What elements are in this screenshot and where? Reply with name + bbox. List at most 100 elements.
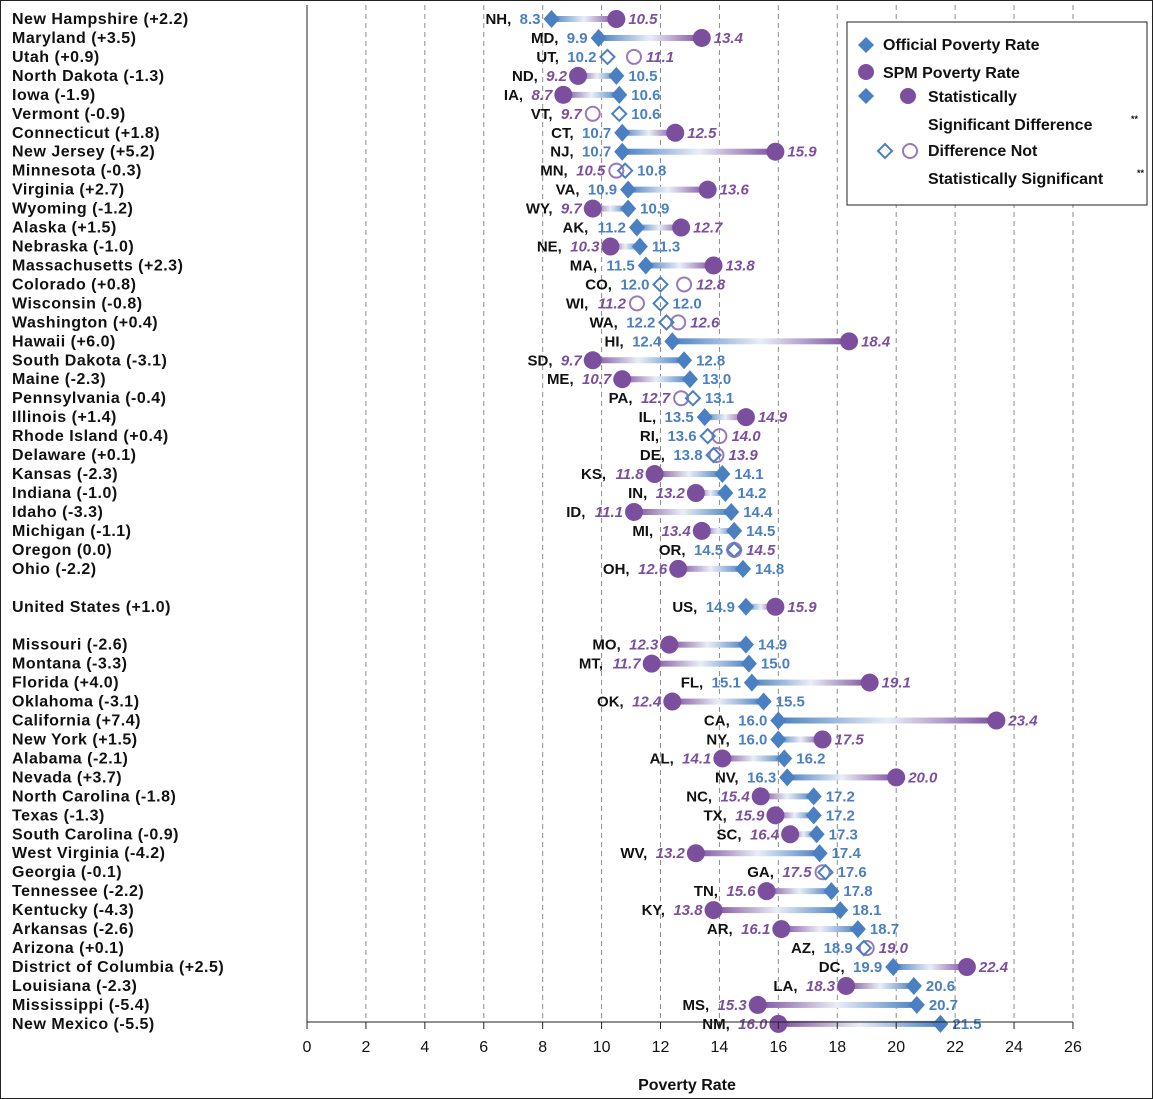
- state-abbr-label: WA,: [589, 314, 617, 331]
- official-marker: [616, 162, 634, 180]
- official-value-label: 18.7: [870, 921, 899, 938]
- dumbbell-row: 8.3 NH, 10.5: [485, 10, 658, 28]
- spm-marker: [669, 559, 688, 578]
- state-abbr-label: CT,: [551, 125, 574, 142]
- x-tick-label: 22: [946, 1039, 964, 1056]
- connector-bar: [598, 34, 702, 41]
- spm-marker: [607, 10, 626, 28]
- official-value-label: 14.9: [706, 599, 735, 616]
- spm-value-label: 13.8: [673, 902, 703, 919]
- spm-marker: [645, 465, 664, 484]
- official-marker: [705, 446, 722, 464]
- state-abbr-label: KS,: [581, 466, 606, 483]
- state-label: Nebraska (-1.0): [12, 239, 134, 256]
- official-value-label: 17.2: [826, 788, 855, 805]
- spm-value-label: 13.6: [720, 182, 750, 199]
- spm-value-label: 15.3: [718, 997, 748, 1014]
- official-value-label: 10.5: [628, 68, 657, 85]
- state-label: Montana (-3.3): [12, 656, 127, 673]
- dumbbell-row: 10.9 VA, 13.6: [556, 180, 750, 199]
- spm-value-label: 16.4: [750, 826, 780, 843]
- state-abbr-label: TX,: [703, 807, 726, 824]
- spm-value-label: 12.4: [632, 694, 662, 711]
- dumbbell-row: 12.6 OH, 14.8: [603, 559, 784, 578]
- dumbbell-row: 9.7 SD, 12.8: [528, 351, 725, 370]
- spm-value-label: 13.9: [728, 447, 758, 464]
- spm-value-label: 17.5: [782, 864, 812, 881]
- x-tick-label: 18: [828, 1039, 846, 1056]
- official-value-label: 16.3: [747, 769, 776, 786]
- official-value-label: 11.5: [606, 257, 634, 274]
- spm-value-label: 12.3: [629, 637, 659, 654]
- official-value-label: 16.2: [796, 750, 825, 767]
- spm-marker: [613, 370, 632, 389]
- x-tick-label: 0: [303, 1039, 312, 1056]
- spm-value-label: 15.9: [735, 807, 765, 824]
- dumbbell-row: 17.5 GA, 17.6: [747, 863, 867, 881]
- state-abbr-label: NY,: [706, 731, 729, 748]
- connector-bar: [628, 186, 708, 193]
- state-abbr-label: CA,: [704, 713, 730, 730]
- official-value-label: 10.9: [640, 201, 669, 218]
- official-marker: [849, 920, 866, 939]
- state-label: South Carolina (-0.9): [12, 826, 179, 843]
- state-abbr-label: OH,: [603, 561, 630, 578]
- legend-significant-label-1: Statistically: [928, 89, 1017, 106]
- state-label: Mississippi (-5.4): [12, 997, 150, 1014]
- legend-not-significant-circle-icon: [902, 143, 918, 159]
- dumbbell-row: 19.9 DC, 22.4: [819, 958, 1009, 976]
- state-label: Kentucky (-4.3): [12, 902, 134, 919]
- spm-value-label: 10.7: [582, 371, 612, 388]
- state-abbr-label: PA,: [609, 390, 633, 407]
- state-abbr-label: FL,: [681, 675, 704, 692]
- spm-value-label: 18.4: [861, 333, 891, 350]
- state-abbr-label: HI,: [605, 333, 624, 350]
- state-label: North Dakota (-1.3): [12, 68, 165, 85]
- dumbbell-row: 10.7 CT, 12.5: [551, 123, 717, 142]
- spm-marker: [676, 276, 693, 293]
- state-abbr-label: AZ,: [791, 940, 815, 957]
- official-marker: [717, 484, 734, 502]
- state-abbr-label: MI,: [632, 523, 653, 540]
- spm-marker: [584, 105, 601, 122]
- state-label: Ohio (-2.2): [12, 561, 97, 578]
- state-label: Connecticut (+1.8): [12, 125, 160, 142]
- dumbbell-row: 18.9 AZ, 19.0: [791, 939, 909, 957]
- legend-official-label: Official Poverty Rate: [883, 37, 1040, 54]
- state-abbr-label: AR,: [707, 921, 733, 938]
- dumbbell-row: 13.8 KY, 18.1: [642, 901, 881, 920]
- official-marker: [608, 66, 625, 85]
- spm-value-label: 12.6: [638, 561, 668, 578]
- spm-marker: [666, 123, 685, 142]
- spm-marker: [704, 256, 723, 275]
- spm-value-label: 15.9: [787, 599, 817, 616]
- state-label: Utah (+0.9): [12, 49, 100, 66]
- state-label: Virginia (+2.7): [12, 182, 125, 199]
- connector-bar: [757, 1001, 917, 1008]
- legend-not-significant-label-2: Statistically Significant: [928, 171, 1104, 188]
- spm-value-label: 12.8: [696, 276, 726, 293]
- official-marker: [811, 844, 828, 863]
- spm-value-label: 13.4: [662, 523, 692, 540]
- official-marker: [743, 673, 760, 692]
- spm-value-label: 12.7: [641, 390, 671, 407]
- spm-value-label: 15.6: [726, 883, 756, 900]
- spm-marker: [766, 597, 785, 616]
- official-value-label: 10.6: [631, 106, 660, 123]
- spm-marker: [837, 976, 856, 995]
- state-label: West Virginia (-4.2): [12, 845, 165, 862]
- spm-marker: [608, 162, 625, 179]
- dumbbell-row: 13.6 RI, 14.0: [640, 427, 761, 445]
- x-tick-label: 26: [1064, 1039, 1082, 1056]
- state-label: Wisconsin (-0.8): [12, 295, 143, 312]
- dumbbell-row: 13.8 DE, 13.9: [640, 446, 758, 464]
- official-marker: [652, 276, 669, 293]
- spm-value-label: 12.5: [687, 125, 717, 142]
- spm-marker: [692, 28, 711, 47]
- official-value-label: 12.0: [620, 276, 649, 293]
- dumbbell-row: 16.0 CA, 23.4: [704, 711, 1038, 730]
- connector-bar: [778, 1020, 941, 1027]
- legend-footnote-mark-2: **: [1137, 168, 1145, 178]
- state-abbr-label: ID,: [566, 504, 585, 521]
- connector-bar: [790, 831, 817, 838]
